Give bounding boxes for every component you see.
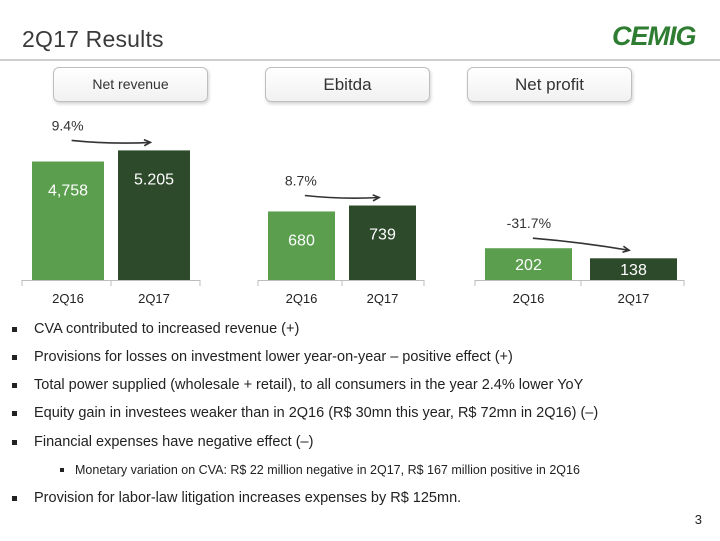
- category-label: 2Q16: [286, 291, 318, 306]
- category-label: 2Q17: [618, 291, 650, 306]
- bar-2q16: [268, 211, 335, 280]
- bullet-text: Provision for labor-law litigation incre…: [34, 490, 462, 506]
- title-divider: [0, 59, 720, 61]
- panel-label-ebitda: Ebitda: [265, 67, 430, 102]
- change-arrowhead: [622, 245, 631, 254]
- bar-2q17: [590, 258, 677, 280]
- bar-2q17: [349, 205, 416, 280]
- chart-ebitda: 680 2Q16 739 2Q17 8.7%: [0, 100, 720, 320]
- change-label: 9.4%: [52, 117, 84, 133]
- bar-2q16: [32, 161, 104, 280]
- bullet-text: CVA contributed to increased revenue (+): [34, 321, 300, 337]
- category-label: 2Q16: [513, 291, 545, 306]
- bullet-text: Provisions for losses on investment lowe…: [34, 349, 513, 365]
- data-label: 4,758: [48, 183, 88, 200]
- bullet-text: Total power supplied (wholesale + retail…: [34, 377, 584, 393]
- change-label: -31.7%: [507, 215, 551, 231]
- category-label: 2Q16: [52, 291, 84, 306]
- data-label: 202: [515, 257, 542, 274]
- bar-2q17: [118, 150, 190, 280]
- category-label: 2Q17: [138, 291, 170, 306]
- bullet-marker: [12, 383, 17, 388]
- change-arrowhead: [372, 194, 381, 202]
- data-label: 138: [620, 262, 647, 279]
- category-label: 2Q17: [367, 291, 399, 306]
- change-label: 8.7%: [285, 173, 317, 189]
- svg-text:CEMIG: CEMIG: [612, 21, 696, 50]
- data-label: 739: [369, 227, 396, 244]
- page-number: 3: [694, 512, 702, 527]
- bullet-marker: [60, 468, 64, 472]
- change-arrow: [532, 237, 630, 252]
- panel-label-net-profit: Net profit: [467, 67, 632, 102]
- data-label: 5.205: [134, 171, 174, 188]
- panel-label-net-revenue: Net revenue: [53, 67, 208, 102]
- bullet-text: Equity gain in investees weaker than in …: [34, 405, 599, 421]
- change-arrow: [304, 194, 380, 199]
- change-arrow: [71, 139, 151, 144]
- bullet-marker: [12, 355, 17, 360]
- slide-title: 2Q17 Results: [22, 26, 164, 52]
- chart-net-profit: 202 2Q16 138 2Q17 -31.7%: [0, 100, 720, 320]
- bullet-marker: [12, 327, 17, 332]
- bullet-text: Monetary variation on CVA: R$ 22 million…: [75, 463, 580, 477]
- data-label: 680: [288, 232, 315, 249]
- cemig-logo: CEMIG: [612, 20, 698, 51]
- bullet-text: Financial expenses have negative effect …: [34, 434, 314, 450]
- chart-net-revenue: 4,758 2Q16 5.205 2Q17 9.4%: [0, 100, 720, 320]
- bar-2q16: [485, 248, 572, 280]
- bullet-marker: [12, 440, 17, 445]
- change-arrowhead: [143, 138, 153, 147]
- bullet-marker: [12, 411, 17, 416]
- bullet-marker: [12, 496, 17, 501]
